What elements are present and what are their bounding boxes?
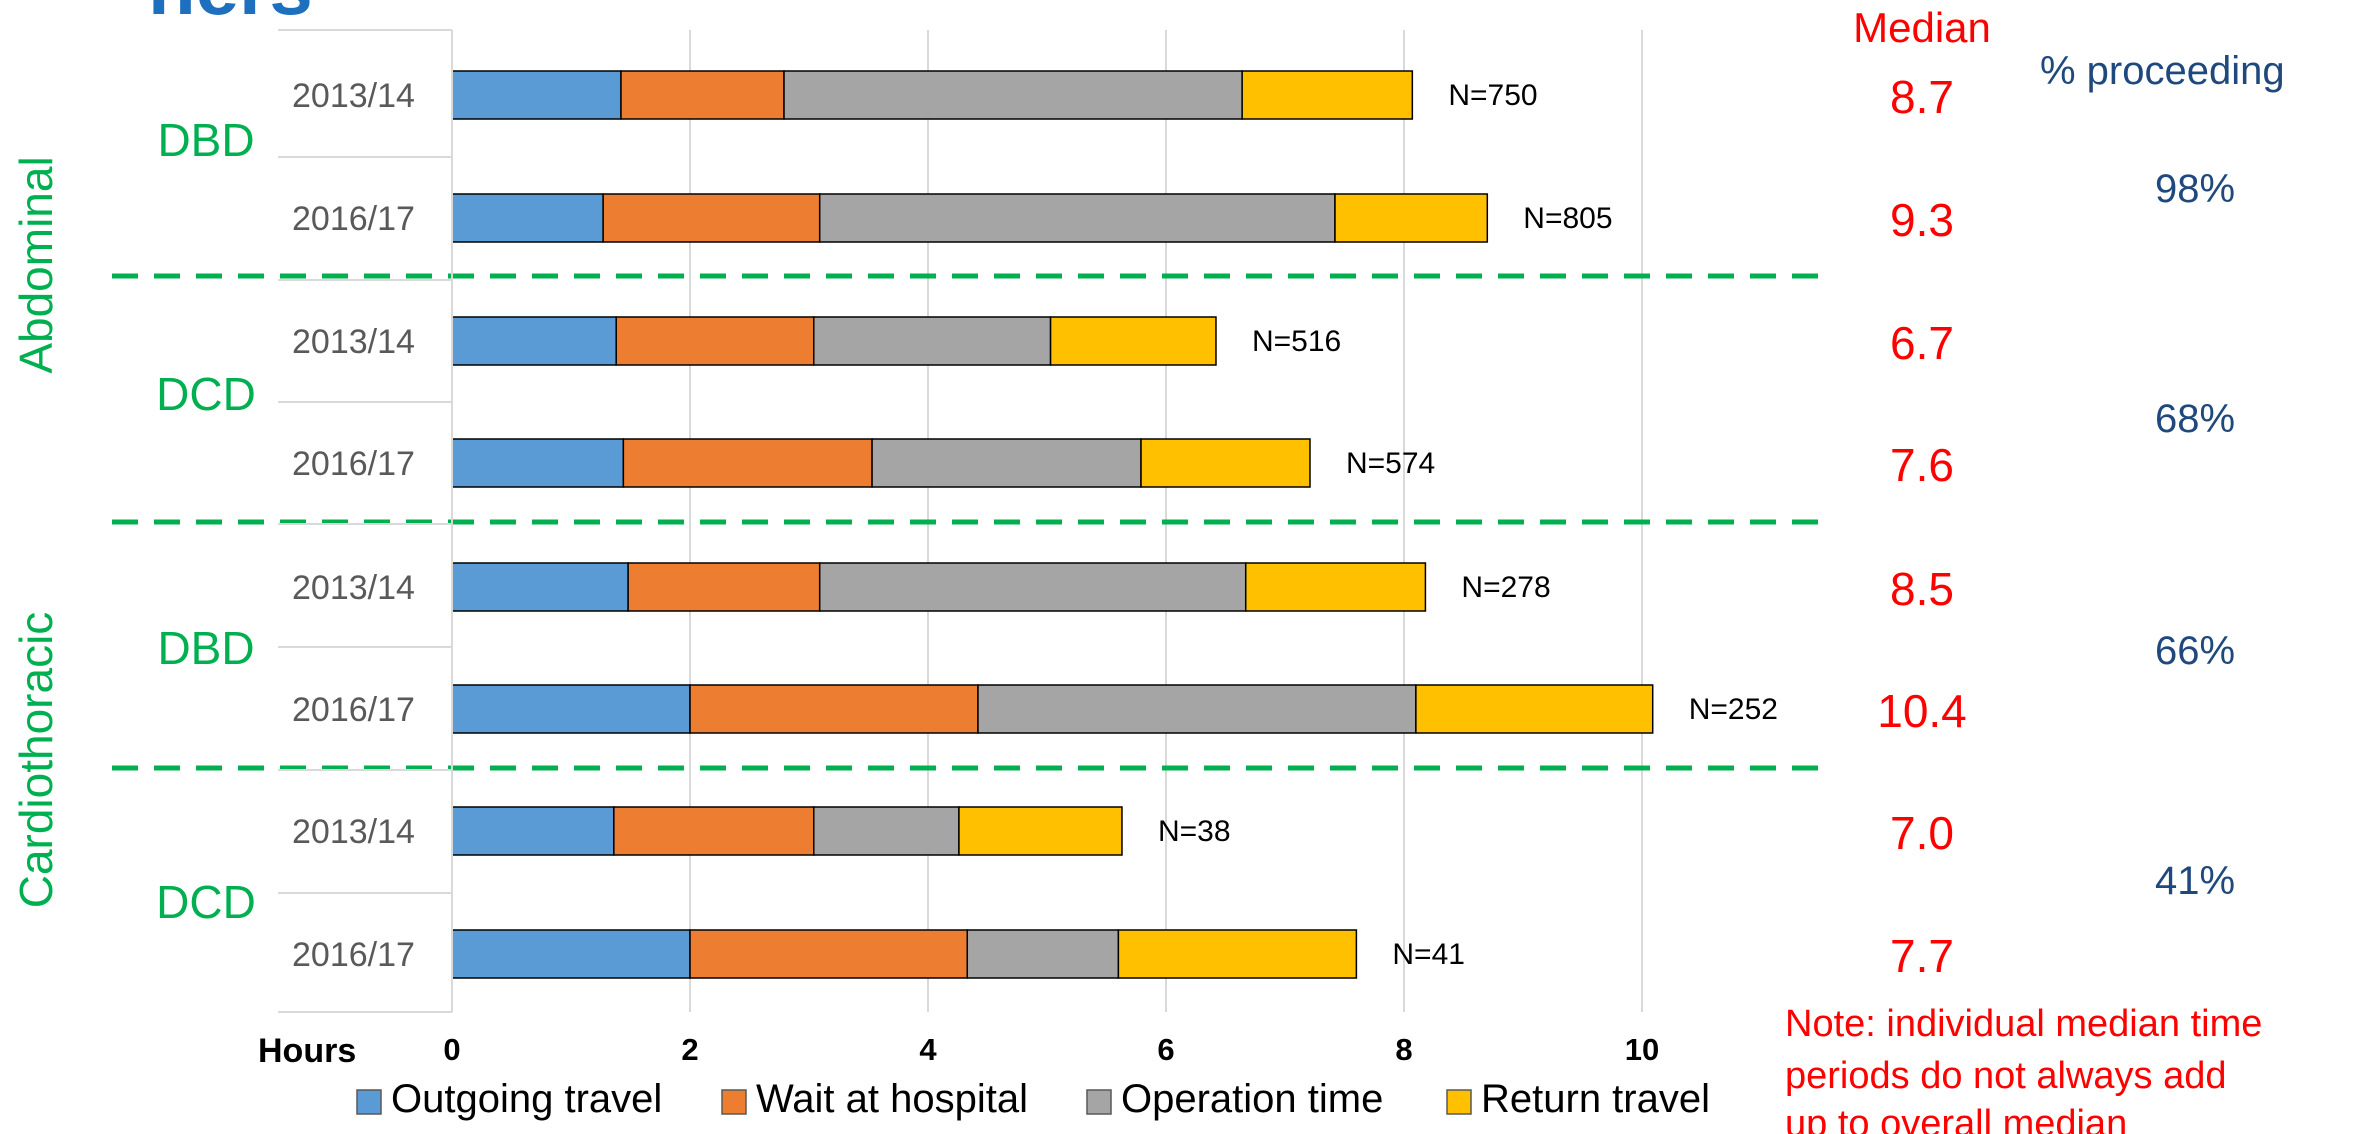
- bar-segment-outgoing-travel: [451, 316, 617, 366]
- bar-segment-wait-at-hospital: [613, 806, 815, 856]
- bar-rows: N=750 N=805 N=516 N=574 N=278 N=252 N=38 N=41: [451, 70, 1778, 979]
- bar-segment-return-travel: [1049, 316, 1217, 366]
- bar-segment-wait-at-hospital: [602, 193, 821, 243]
- median-value: 6.7: [1890, 317, 1954, 369]
- category-labels: ners 2013/14 2016/17 2013/14 2016/17 2013/14 2…: [10, 0, 415, 974]
- legend-swatch: [356, 1089, 382, 1115]
- legend: Outgoing travel Wait at hospital Operation…: [356, 1077, 1710, 1121]
- bar-segment-outgoing-travel: [451, 438, 625, 488]
- n-label: N=38: [1158, 815, 1231, 848]
- bar-segment-operation-time: [813, 806, 960, 856]
- n-label: N=574: [1346, 447, 1435, 480]
- note-line: up to overall median: [1785, 1103, 2127, 1134]
- proceeding-header: % proceeding: [2040, 49, 2285, 93]
- n-label: N=278: [1461, 571, 1550, 604]
- legend-swatch: [1446, 1089, 1472, 1115]
- bar-segment-operation-time: [818, 562, 1247, 612]
- median-header: Median: [1853, 4, 1991, 51]
- median-and-proceeding-columns: 8.7 9.3 6.7 7.6 8.5 10.4 7.0 7.7 98% 68% 66% 41% Med…: [1785, 4, 2285, 1134]
- page-title-fragment: ners: [148, 0, 313, 31]
- subgroup-label: DCD: [156, 876, 256, 928]
- period-label: 2016/17: [292, 200, 415, 238]
- bar-segment-outgoing-travel: [451, 193, 604, 243]
- bar-segment-outgoing-travel: [451, 806, 615, 856]
- period-label: 2016/17: [292, 445, 415, 483]
- bar-segment-outgoing-travel: [451, 562, 629, 612]
- proceeding-value: 66%: [2155, 629, 2235, 673]
- bar-segment-operation-time: [783, 70, 1243, 120]
- legend-label: Outgoing travel: [391, 1077, 662, 1121]
- x-tick-label: 4: [919, 1032, 937, 1067]
- bar-segment-return-travel: [1334, 193, 1489, 243]
- n-label: N=805: [1523, 202, 1612, 235]
- median-value: 10.4: [1877, 685, 1967, 737]
- median-value: 9.3: [1890, 194, 1954, 246]
- subgroup-label: DBD: [157, 114, 254, 166]
- legend-label: Operation time: [1121, 1077, 1383, 1121]
- period-label: 2016/17: [292, 936, 415, 974]
- bar-segment-wait-at-hospital: [620, 70, 785, 120]
- n-label: N=750: [1448, 79, 1537, 112]
- legend-swatch: [1086, 1089, 1112, 1115]
- legend-label: Wait at hospital: [756, 1077, 1028, 1121]
- bar-segment-operation-time: [977, 684, 1417, 734]
- n-label: N=41: [1392, 938, 1465, 971]
- median-value: 8.5: [1890, 563, 1954, 615]
- median-value: 8.7: [1890, 71, 1954, 123]
- x-tick-label: 2: [681, 1032, 698, 1067]
- bar-segment-operation-time: [871, 438, 1142, 488]
- proceeding-value: 41%: [2155, 859, 2235, 903]
- bar-segment-wait-at-hospital: [689, 684, 979, 734]
- bar-segment-return-travel: [1244, 562, 1427, 612]
- bar-segment-return-travel: [1415, 684, 1654, 734]
- x-axis-label: Hours: [258, 1032, 356, 1070]
- bar-segment-wait-at-hospital: [622, 438, 873, 488]
- x-tick-label: 8: [1395, 1032, 1412, 1067]
- median-value: 7.6: [1890, 439, 1954, 491]
- bar-segment-wait-at-hospital: [689, 929, 969, 979]
- organ-label: Abdominal: [10, 156, 62, 373]
- period-label: 2013/14: [292, 569, 415, 607]
- bar-segment-return-travel: [1140, 438, 1311, 488]
- subgroup-label: DBD: [157, 622, 254, 674]
- note-line: periods do not always add: [1785, 1055, 2227, 1097]
- n-label: N=252: [1689, 693, 1778, 726]
- bar-segment-outgoing-travel: [451, 684, 691, 734]
- period-label: 2013/14: [292, 77, 415, 115]
- period-label: 2013/14: [292, 813, 415, 851]
- note-line: Note: individual median time: [1785, 1003, 2262, 1045]
- median-value: 7.0: [1890, 807, 1954, 859]
- bar-segment-return-travel: [958, 806, 1123, 856]
- bar-segment-return-travel: [1241, 70, 1414, 120]
- period-label: 2016/17: [292, 691, 415, 729]
- bar-segment-return-travel: [1117, 929, 1358, 979]
- period-label: 2013/14: [292, 323, 415, 361]
- bar-segment-operation-time: [818, 193, 1336, 243]
- bar-segment-outgoing-travel: [451, 70, 622, 120]
- x-tick-label: 6: [1157, 1032, 1174, 1067]
- bar-segment-operation-time: [966, 929, 1120, 979]
- x-tick-label: 10: [1625, 1032, 1659, 1067]
- organ-label: Cardiothoracic: [10, 612, 62, 909]
- proceeding-value: 98%: [2155, 167, 2235, 211]
- bar-segment-outgoing-travel: [451, 929, 691, 979]
- subgroup-label: DCD: [156, 368, 256, 420]
- x-axis: 0 2 4 6 8 10 Hours: [258, 29, 1659, 1070]
- proceeding-value: 68%: [2155, 397, 2235, 441]
- n-label: N=516: [1252, 325, 1341, 358]
- legend-label: Return travel: [1481, 1077, 1710, 1121]
- median-value: 7.7: [1890, 930, 1954, 982]
- x-tick-label: 0: [443, 1032, 460, 1067]
- bar-segment-wait-at-hospital: [615, 316, 815, 366]
- legend-swatch: [721, 1089, 747, 1115]
- group-dividers: [112, 273, 1825, 771]
- bar-segment-wait-at-hospital: [627, 562, 821, 612]
- bar-segment-operation-time: [813, 316, 1052, 366]
